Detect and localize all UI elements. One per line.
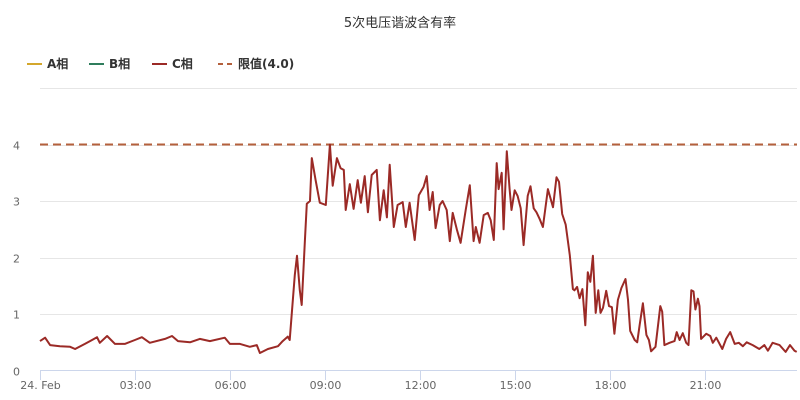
x-tick-label: 06:00 [215, 379, 247, 392]
legend-item[interactable]: C相 [152, 56, 193, 71]
x-tick-label: 12:00 [405, 379, 437, 392]
y-tick-label: 2 [13, 253, 20, 266]
y-tick-label: 3 [13, 196, 20, 209]
chart-title: 5次电压谐波含有率 [344, 15, 456, 31]
legend-item[interactable]: B相 [89, 56, 130, 71]
y-tick-label: 0 [13, 366, 20, 379]
x-tick-label: 21:00 [690, 379, 722, 392]
y-tick-label: 1 [13, 309, 20, 322]
legend: A相 B相 C相 限值(4.0) [27, 56, 294, 71]
legend-label: A相 [47, 56, 68, 71]
legend-item[interactable]: 限值(4.0) [218, 56, 294, 71]
series-line-C相[interactable] [39, 143, 798, 354]
legend-item[interactable]: A相 [27, 56, 68, 71]
x-tick-label: 24. Feb [20, 379, 60, 392]
series-layer [39, 143, 798, 354]
x-tick-label: 18:00 [595, 379, 627, 392]
axes: 0 1 2 3 4 24. Feb 03:00 06:00 09:00 12:00 15:00 18:… [13, 140, 797, 392]
legend-label: 限值(4.0) [238, 56, 294, 71]
legend-label: B相 [109, 56, 130, 71]
x-tick-label: 09:00 [310, 379, 342, 392]
x-tick-label: 15:00 [500, 379, 532, 392]
legend-label: C相 [172, 56, 193, 71]
y-tick-label: 4 [13, 140, 20, 153]
x-tick-label: 03:00 [120, 379, 152, 392]
